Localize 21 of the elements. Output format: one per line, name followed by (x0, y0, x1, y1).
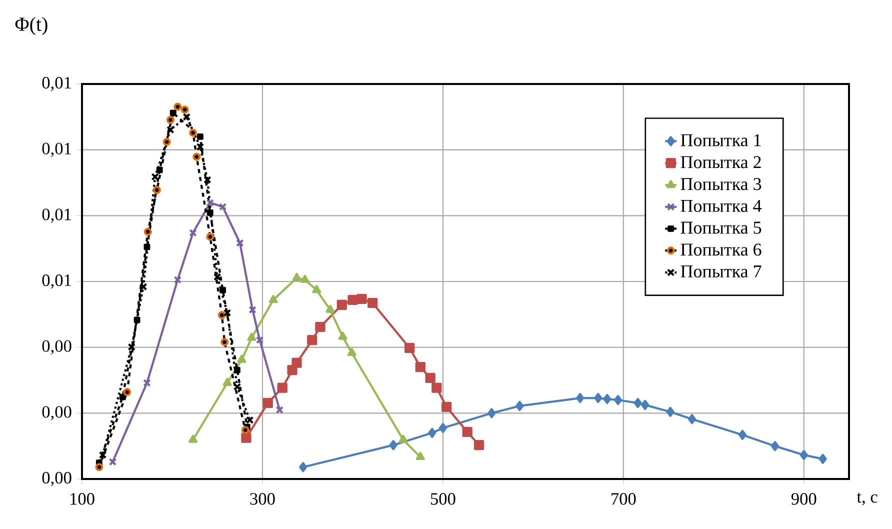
y-tick-label: 0,00 (42, 406, 72, 420)
x-tick-label: 300 (250, 493, 275, 505)
x-tick-label: 500 (430, 493, 456, 505)
y-tick-label: 0,00 (42, 340, 72, 354)
x-axis-title: t, c (856, 492, 878, 506)
y-tick-label: 0,00 (42, 472, 72, 486)
x-tick-label: 700 (612, 493, 636, 505)
legend-label: Попытка 2 (680, 156, 761, 168)
legend-label: Попытка 5 (680, 222, 762, 234)
x-tick-label: 100 (70, 493, 94, 505)
y-tick-label: 0,01 (42, 274, 71, 289)
y-tick-label: 0,01 (42, 208, 71, 223)
y-axis-title: Φ(t) (15, 16, 48, 36)
legend-label: Попытка 1 (680, 134, 761, 146)
y-tick-label: 0,01 (42, 142, 71, 157)
legend-label: Попытка 6 (680, 244, 762, 256)
y-tick-label: 0,01 (42, 76, 71, 92)
legend-label: Попытка 3 (680, 178, 762, 190)
x-tick-label: 900 (791, 493, 816, 505)
legend-label: Попытка 4 (680, 200, 762, 212)
legend-label: Попытка 7 (680, 266, 762, 278)
